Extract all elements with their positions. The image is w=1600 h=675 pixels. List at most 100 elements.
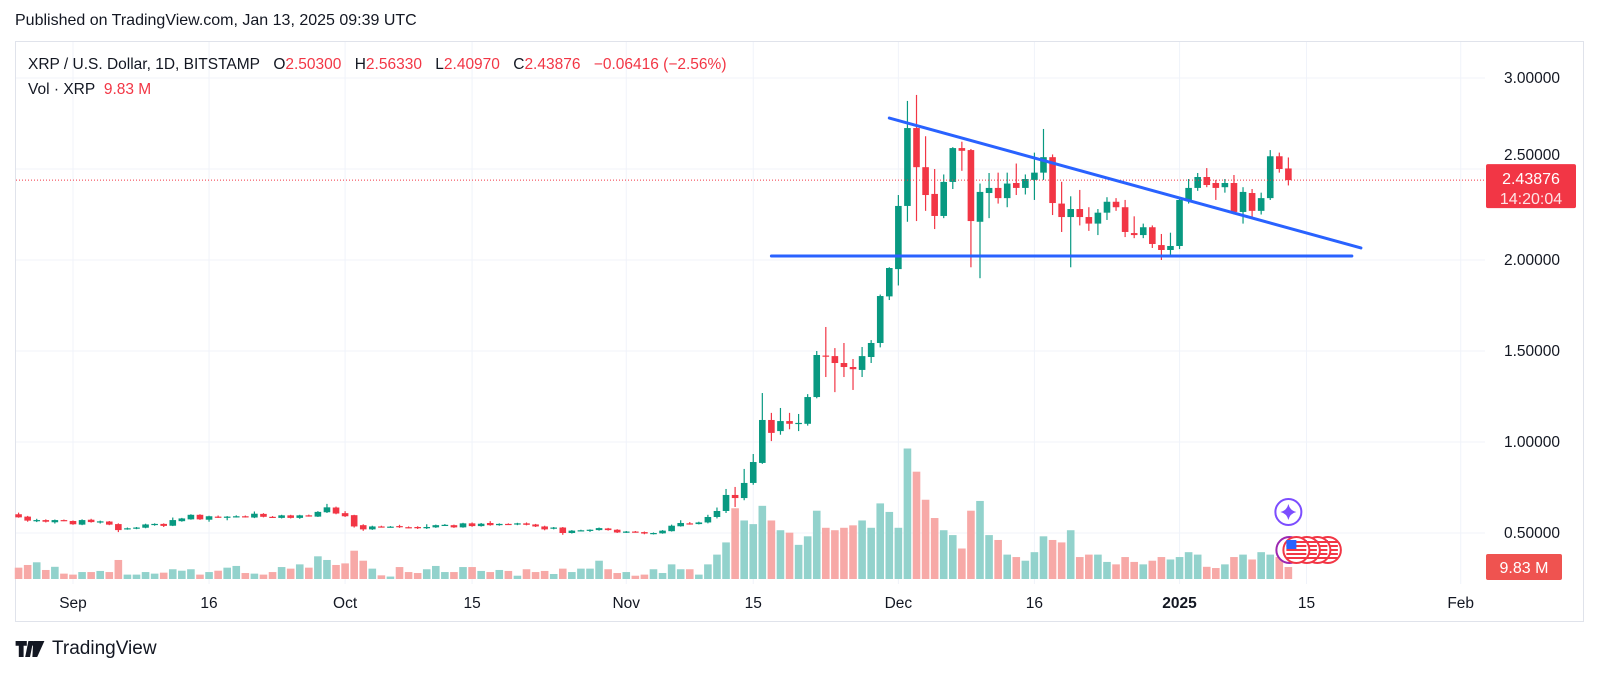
volume-bar [468,567,476,579]
volume-bar [812,510,821,579]
candle-body [278,515,285,518]
time-tick-label: Dec [885,595,913,612]
volume-bar [323,559,331,579]
volume-bar [314,556,322,579]
volume-bar [1166,559,1175,579]
candle-body [1067,209,1074,218]
candle-body [1285,168,1292,181]
tradingview-logo[interactable]: TradingView [15,638,157,660]
volume-bar [731,508,739,579]
candle-body [414,526,421,529]
candle-body [668,525,675,532]
candle-body [15,514,22,518]
event-star-marker[interactable] [1274,498,1303,526]
volume-bar [341,563,349,579]
volume-bar [912,471,921,579]
candle-body [1121,207,1129,232]
candle-body [505,523,512,526]
candle-body [813,355,821,398]
change-value: −0.06416 (−2.56%) [593,56,727,73]
candle-body [713,510,721,517]
high-label: H [354,56,366,73]
drawings[interactable] [16,116,1485,258]
time-tick-label: 15 [463,595,480,612]
volume-bar [1039,536,1048,579]
candle-body [994,187,1002,199]
candle-body [1239,191,1247,212]
volume-bar [168,569,177,579]
candles [15,94,1292,535]
volume-bar [840,527,848,579]
candle-body [423,526,431,529]
candle-body [369,526,376,530]
time-tick-label: 15 [1298,595,1315,612]
axes[interactable]: 3.00000 2.50000 2.00000 1.50000 1.00000 0.500… [59,70,1576,612]
time-tick-label: 15 [745,595,762,612]
volume-bar [1012,557,1021,579]
volume-bar [277,567,286,579]
candle-body [486,522,494,526]
candle-body [831,356,839,364]
candle-body [641,532,648,534]
time-tick-label: Sep [59,595,87,612]
volume-bar [558,568,567,579]
candle-body [541,526,548,530]
candle-body [468,523,476,527]
us-flag-event-marker[interactable] [1282,536,1311,564]
candle-body [1085,217,1093,224]
candle-body [795,422,802,425]
volume-bar [803,536,812,579]
last-price-badge [1486,164,1576,209]
volume-bar [1003,554,1012,579]
candle-body [967,150,975,222]
candle-body [387,526,394,528]
flag-canton [1286,540,1297,549]
volume-bar [305,567,313,579]
flag-stripe [1286,557,1307,559]
candle-body [323,507,331,513]
candle-body [78,520,86,525]
candle-body [1094,212,1102,224]
candle-body [405,527,412,529]
volume-bar [948,535,957,579]
candle-body [1049,157,1056,204]
event-markers[interactable] [1274,498,1342,564]
volume-bar [985,535,993,579]
grid [16,42,1485,584]
volume-bar [41,569,50,579]
volume-bars [14,448,1293,579]
price-tick-label: 3.00000 [1504,70,1560,87]
candle-body [659,530,666,534]
candle-body [768,419,775,433]
time-tick-label: Feb [1447,595,1474,612]
candle-body [749,462,757,483]
candle-body [858,356,866,370]
candle-body [260,513,267,517]
candle-body [895,205,902,270]
candle-body [1212,183,1220,188]
candle-body [24,516,31,521]
volume-bar [767,520,776,579]
volume-bar [51,566,59,579]
candle-body [731,494,739,499]
descending-resistance-line[interactable] [887,116,1363,250]
candle-body [677,522,684,527]
volume-bar [1075,557,1084,579]
candle-body [251,513,258,518]
candle-body [151,523,158,526]
volume-bar [604,569,612,579]
candle-body [1158,245,1165,250]
candle-body [514,523,521,525]
volume-bar [649,569,658,579]
volume-bar [96,570,105,579]
candle-body [922,167,929,196]
volume-bar [150,573,159,579]
sparkle-star-icon [1280,504,1297,520]
candle-body [33,520,41,522]
volume-bar [1248,559,1256,579]
volume-bar [1230,557,1238,579]
volume-bar [368,568,377,579]
volume-bar [740,520,748,579]
candle-body [532,524,539,527]
